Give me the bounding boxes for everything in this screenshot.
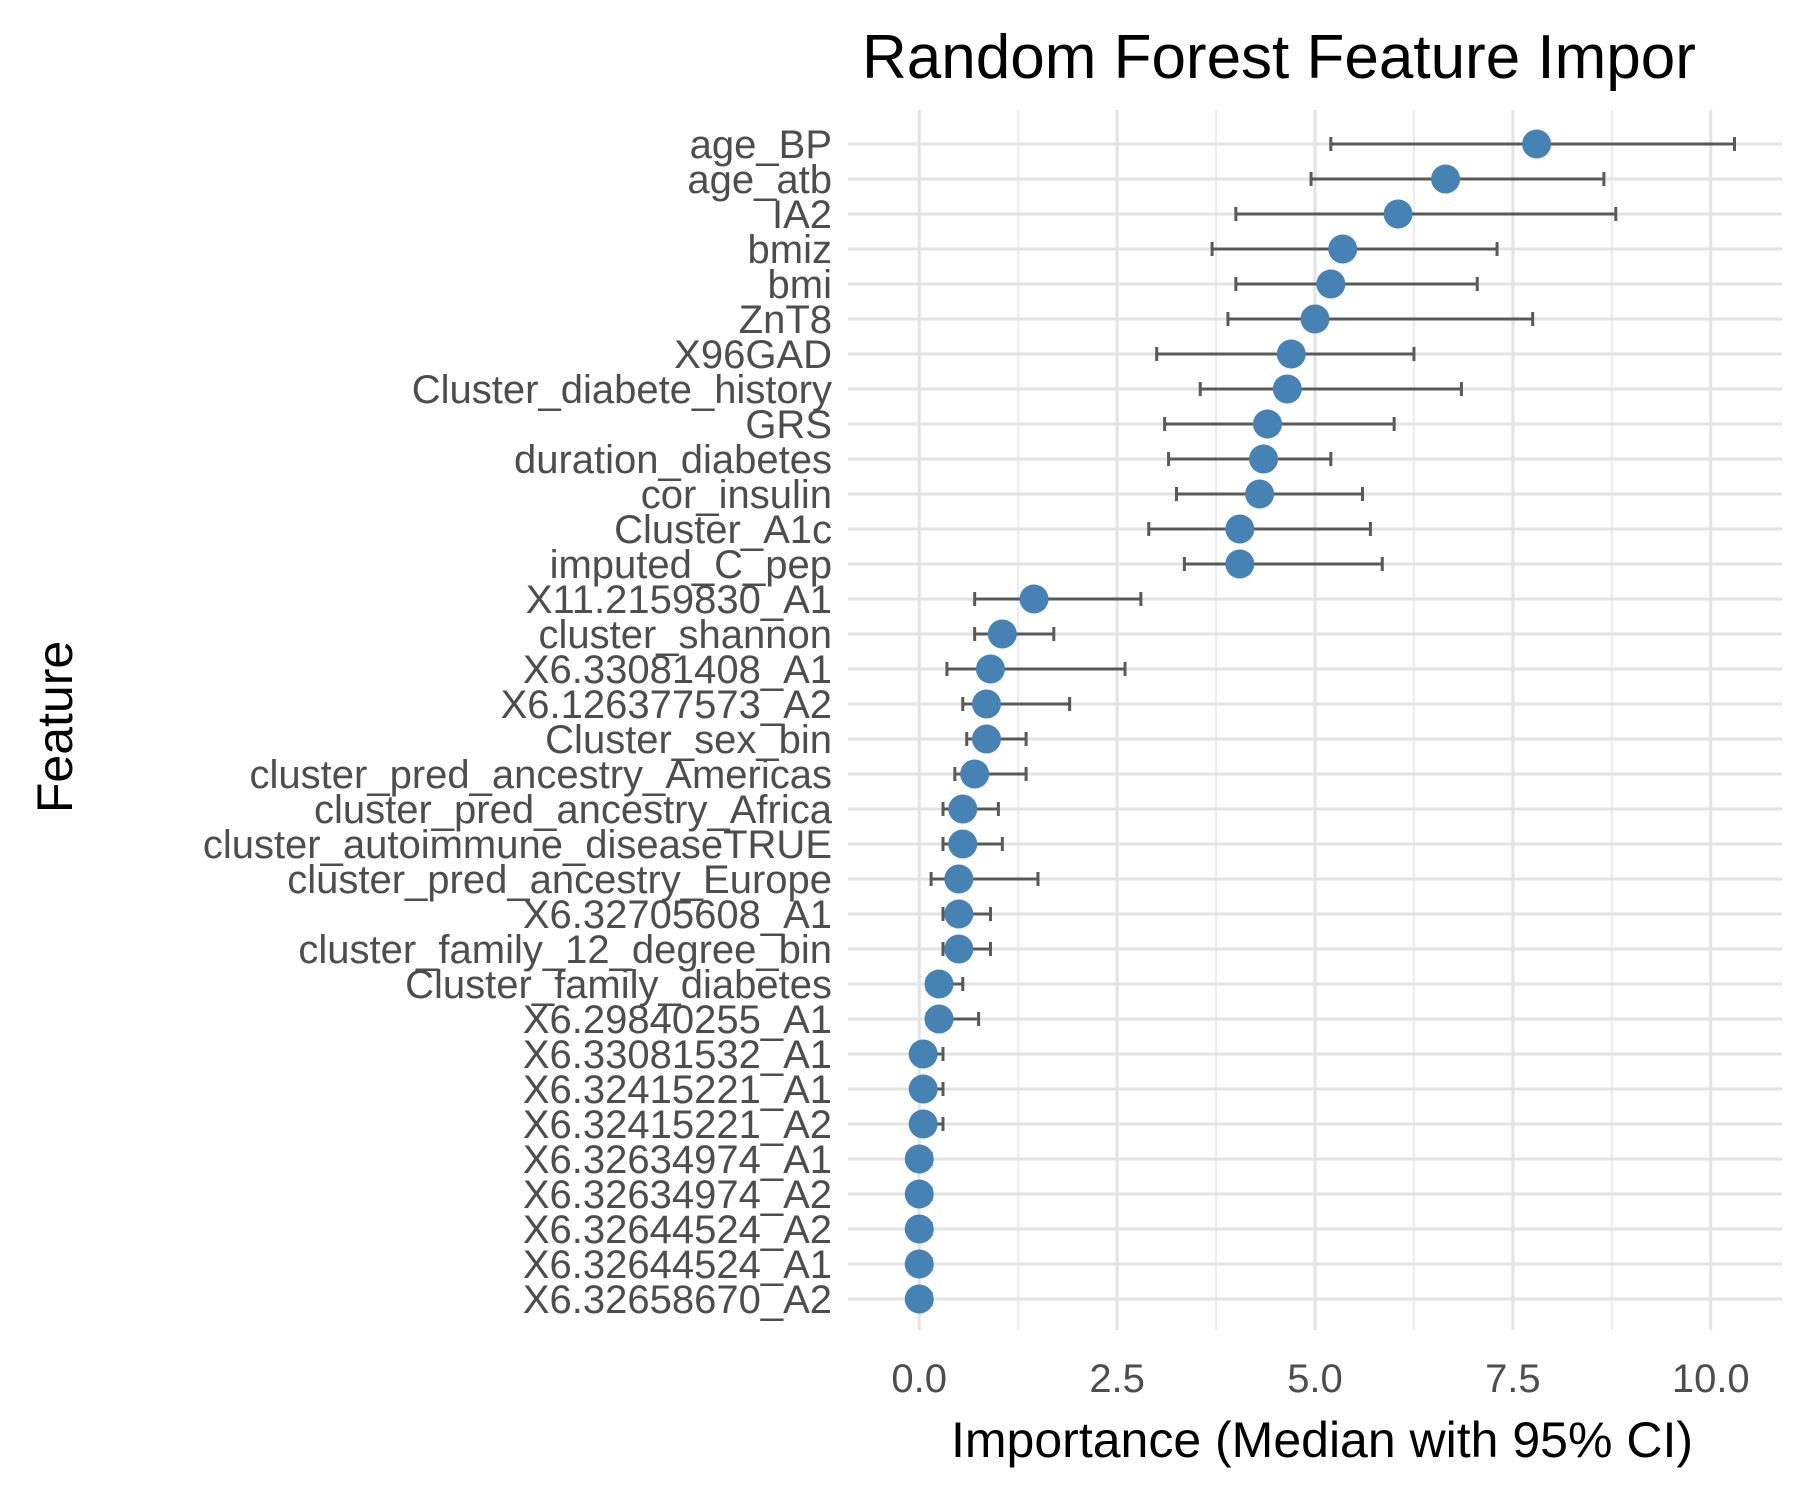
y-tick-label: X6.32415221_A1 <box>523 1068 832 1112</box>
y-tick-label: bmi <box>768 263 832 307</box>
y-tick-labels: age_BPage_atbIA2bmizbmiZnT8X96GADCluster… <box>203 123 833 1322</box>
median-point <box>960 759 990 789</box>
y-tick-label: age_atb <box>687 158 832 202</box>
median-point <box>1276 339 1306 369</box>
y-tick-label: X6.33081532_A1 <box>523 1033 832 1077</box>
y-tick-label: X6.32705608_A1 <box>523 893 832 937</box>
median-point <box>1383 199 1413 229</box>
median-point <box>944 864 974 894</box>
median-point <box>908 1109 938 1139</box>
y-tick-label: X6.32658670_A2 <box>523 1278 832 1322</box>
median-point <box>1431 164 1461 194</box>
y-tick-label: ZnT8 <box>739 298 832 342</box>
median-point <box>904 1249 934 1279</box>
y-tick-label: cluster_autoimmune_diseaseTRUE <box>203 823 832 867</box>
y-tick-label: GRS <box>745 403 832 447</box>
y-tick-label: X6.33081408_A1 <box>523 648 832 692</box>
median-point <box>948 829 978 859</box>
median-point <box>948 794 978 824</box>
y-tick-label: X6.32644524_A1 <box>523 1243 832 1287</box>
y-tick-label: age_BP <box>690 123 832 167</box>
x-tick-label: 10.0 <box>1672 1357 1750 1401</box>
median-point <box>1225 514 1255 544</box>
median-point <box>944 934 974 964</box>
median-point <box>1328 234 1358 264</box>
x-tick-label: 7.5 <box>1485 1357 1541 1401</box>
median-point <box>904 1144 934 1174</box>
y-tick-label: X6.32634974_A1 <box>523 1138 832 1182</box>
point-layer <box>904 129 1552 1314</box>
y-tick-label: X6.32634974_A2 <box>523 1173 832 1217</box>
median-point <box>975 654 1005 684</box>
median-point <box>908 1074 938 1104</box>
median-point <box>904 1284 934 1314</box>
median-point <box>1272 374 1302 404</box>
y-tick-label: cluster_pred_ancestry_Americas <box>250 753 832 797</box>
x-tick-label: 5.0 <box>1287 1357 1343 1401</box>
y-tick-label: X11.2159830_A1 <box>526 578 832 622</box>
median-point <box>1316 269 1346 299</box>
y-tick-label: IA2 <box>772 193 832 237</box>
median-point <box>1522 129 1552 159</box>
x-axis-title: Importance (Median with 95% CI) <box>951 1412 1693 1468</box>
y-tick-label: cor_insulin <box>641 473 832 517</box>
x-tick-label: 2.5 <box>1089 1357 1145 1401</box>
median-point <box>1225 549 1255 579</box>
y-tick-label: Cluster_family_diabetes <box>405 963 832 1007</box>
y-tick-label: X6.126377573_A2 <box>501 683 832 727</box>
y-tick-label: Cluster_A1c <box>614 508 832 552</box>
y-tick-label: cluster_pred_ancestry_Africa <box>314 788 833 832</box>
y-tick-label: imputed_C_pep <box>550 543 832 587</box>
median-point <box>1300 304 1330 334</box>
median-point <box>908 1039 938 1069</box>
median-point <box>944 899 974 929</box>
median-point <box>1245 479 1275 509</box>
x-tick-label: 0.0 <box>891 1357 947 1401</box>
y-tick-label: cluster_pred_ancestry_Europe <box>287 858 832 902</box>
chart-title: Random Forest Feature Impor <box>862 23 1696 92</box>
median-point <box>1253 409 1283 439</box>
median-point <box>972 724 1002 754</box>
y-tick-label: X96GAD <box>674 333 832 377</box>
x-tick-labels: 0.0 2.5 5.0 7.5 10.0 <box>891 1357 1749 1401</box>
y-axis-title: Feature <box>27 641 83 813</box>
median-point <box>924 1004 954 1034</box>
y-tick-label: cluster_family_12_degree_bin <box>298 928 832 972</box>
y-tick-label: X6.32415221_A2 <box>523 1103 832 1147</box>
median-point <box>987 619 1017 649</box>
grid-layer <box>848 110 1782 1330</box>
median-point <box>904 1179 934 1209</box>
y-tick-label: X6.29840255_A1 <box>523 998 832 1042</box>
median-point <box>924 969 954 999</box>
y-tick-label: duration_diabetes <box>514 438 832 482</box>
median-point <box>904 1214 934 1244</box>
y-tick-label: Cluster_sex_bin <box>545 718 832 762</box>
y-tick-label: Cluster_diabete_history <box>412 368 832 412</box>
median-point <box>972 689 1002 719</box>
median-point <box>1249 444 1279 474</box>
y-tick-label: X6.32644524_A2 <box>523 1208 832 1252</box>
y-tick-label: cluster_shannon <box>538 613 832 657</box>
median-point <box>1019 584 1049 614</box>
y-tick-label: bmiz <box>748 228 832 272</box>
